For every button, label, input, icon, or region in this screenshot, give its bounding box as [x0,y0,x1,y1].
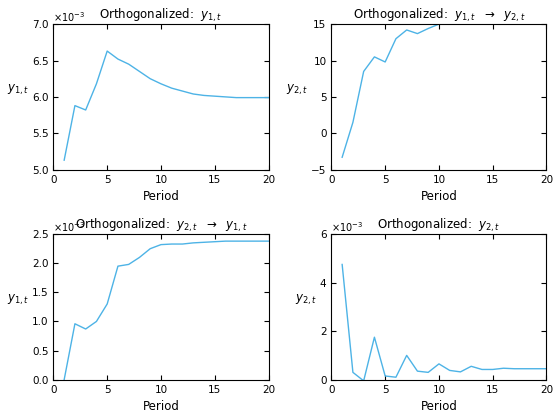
Text: $\times10^{-3}$: $\times10^{-3}$ [53,10,86,24]
Y-axis label: $y_{2,t}$: $y_{2,t}$ [295,293,317,307]
Y-axis label: $y_{2,t}$: $y_{2,t}$ [286,83,309,97]
Y-axis label: $y_{1,t}$: $y_{1,t}$ [7,293,29,307]
Text: $\times10^{-3}$: $\times10^{-3}$ [332,220,363,234]
Text: $\times10^{-3}$: $\times10^{-3}$ [53,220,86,234]
X-axis label: Period: Period [421,400,458,413]
Y-axis label: $y_{1,t}$: $y_{1,t}$ [7,83,29,97]
Title: Orthogonalized:  $y_{1,t}$: Orthogonalized: $y_{1,t}$ [99,7,223,24]
Title: Orthogonalized:  $y_{2,t}$  $\rightarrow$  $y_{1,t}$: Orthogonalized: $y_{2,t}$ $\rightarrow$ … [74,217,248,234]
X-axis label: Period: Period [143,400,179,413]
Title: Orthogonalized:  $y_{1,t}$  $\rightarrow$  $y_{2,t}$: Orthogonalized: $y_{1,t}$ $\rightarrow$ … [353,7,525,24]
X-axis label: Period: Period [143,190,179,203]
Title: Orthogonalized:  $y_{2,t}$: Orthogonalized: $y_{2,t}$ [377,217,501,234]
X-axis label: Period: Period [421,190,458,203]
